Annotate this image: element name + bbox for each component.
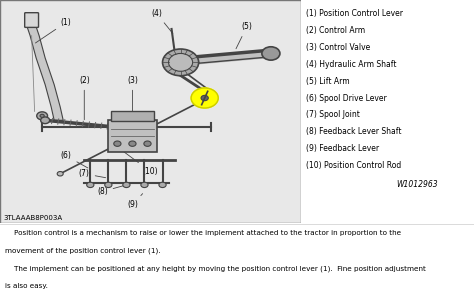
Text: (3) Control Valve: (3) Control Valve: [306, 43, 370, 52]
Polygon shape: [27, 27, 63, 120]
Text: W1012963: W1012963: [396, 180, 438, 190]
Text: (1): (1): [36, 18, 72, 43]
Text: (8) Feedback Lever Shaft: (8) Feedback Lever Shaft: [306, 127, 401, 136]
Text: (7): (7): [79, 169, 106, 178]
Text: (7) Spool Joint: (7) Spool Joint: [306, 111, 360, 120]
Text: (10): (10): [123, 151, 158, 176]
Text: The implement can be positioned at any height by moving the position control lev: The implement can be positioned at any h…: [5, 266, 426, 272]
Text: (6) Spool Drive Lever: (6) Spool Drive Lever: [306, 94, 387, 103]
Text: (1) Position Control Lever: (1) Position Control Lever: [306, 9, 403, 18]
Circle shape: [105, 182, 112, 187]
FancyBboxPatch shape: [111, 111, 154, 120]
Circle shape: [41, 117, 50, 123]
Text: (8): (8): [97, 186, 124, 196]
Text: 3TLAAAB8P003A: 3TLAAAB8P003A: [3, 214, 62, 221]
Circle shape: [262, 47, 280, 60]
Circle shape: [196, 101, 201, 104]
Text: Position control is a mechanism to raise or lower the implement attached to the : Position control is a mechanism to raise…: [5, 230, 401, 237]
FancyBboxPatch shape: [108, 120, 157, 152]
Text: (9) Feedback Lever: (9) Feedback Lever: [306, 144, 379, 153]
Circle shape: [159, 182, 166, 187]
Circle shape: [191, 88, 218, 108]
Text: (2): (2): [79, 76, 90, 120]
Text: (10) Position Control Rod: (10) Position Control Rod: [306, 161, 401, 170]
Text: (4): (4): [151, 9, 173, 33]
Circle shape: [40, 114, 44, 118]
Circle shape: [144, 141, 151, 146]
Text: (3): (3): [127, 76, 138, 118]
Text: (2) Control Arm: (2) Control Arm: [306, 26, 365, 35]
Circle shape: [141, 182, 148, 187]
Circle shape: [110, 123, 119, 130]
Circle shape: [201, 95, 208, 101]
Text: (6): (6): [61, 151, 88, 168]
Circle shape: [36, 112, 47, 120]
Circle shape: [123, 182, 130, 187]
Text: (5): (5): [236, 22, 252, 49]
Circle shape: [87, 182, 94, 187]
Text: movement of the position control lever (1).: movement of the position control lever (…: [5, 248, 160, 254]
Circle shape: [169, 54, 192, 71]
Circle shape: [57, 172, 63, 176]
Text: (4) Hydraulic Arm Shaft: (4) Hydraulic Arm Shaft: [306, 60, 397, 69]
Circle shape: [129, 141, 136, 146]
FancyBboxPatch shape: [25, 13, 38, 28]
Circle shape: [114, 141, 121, 146]
Text: is also easy.: is also easy.: [5, 283, 47, 289]
Text: (9): (9): [127, 194, 143, 209]
Circle shape: [163, 49, 199, 76]
Text: (5) Lift Arm: (5) Lift Arm: [306, 77, 350, 86]
